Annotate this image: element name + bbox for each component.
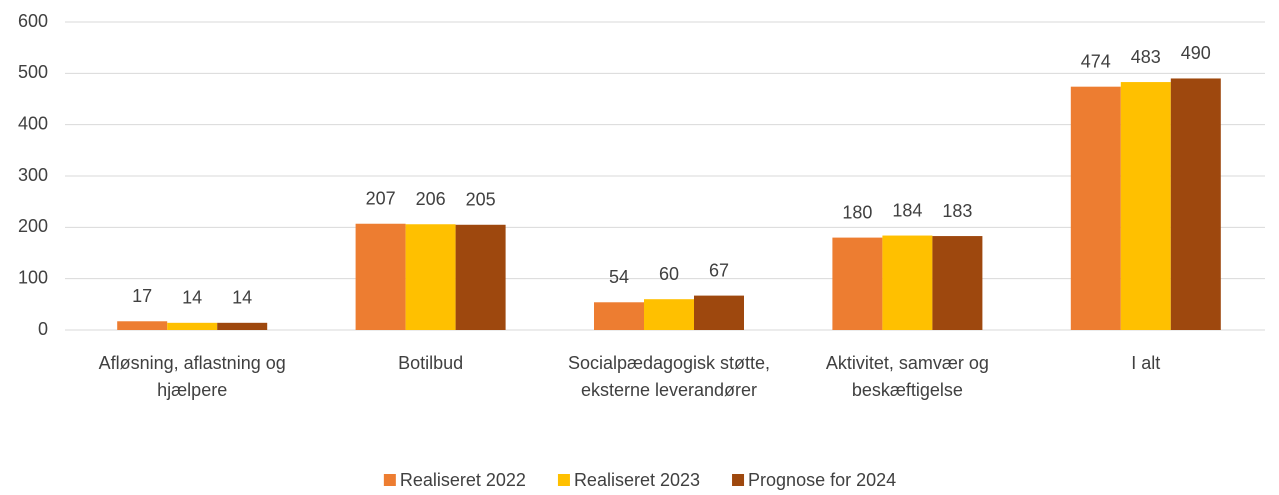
legend-swatch [557,474,570,486]
bar [355,223,406,330]
bar [1170,78,1221,330]
bar [694,295,744,330]
y-tick-label: 200 [18,216,48,236]
y-tick-label: 0 [38,319,48,339]
x-tick-label: Socialpædagogisk støtte, eksterne leveran… [568,353,770,400]
x-tick-label: Afløsning, aflastning og hjælpere [99,353,286,400]
x-tick-label: Botilbud [398,353,463,373]
bar [405,224,456,330]
y-tick-label: 600 [18,11,48,31]
bar [832,237,883,330]
bar [594,302,644,330]
bar [1120,82,1171,330]
bar [217,322,268,330]
data-label: 180 [842,202,872,222]
bar [644,299,694,330]
y-tick-label: 100 [18,267,48,287]
data-label: 483 [1131,47,1161,67]
x-tick-label: I alt [1131,353,1160,373]
data-label: 54 [609,267,629,287]
bar [167,322,218,330]
data-label: 14 [232,288,252,308]
legend-label: Realiseret 2023 [574,470,700,490]
bar [882,235,933,330]
data-label: 490 [1181,43,1211,63]
data-label: 67 [709,260,729,280]
bar [117,321,168,330]
data-label: 207 [366,188,396,208]
bar [455,224,506,330]
data-label: 205 [466,190,496,210]
legend-swatch [732,474,745,486]
legend-label: Prognose for 2024 [748,470,896,490]
y-tick-label: 500 [18,62,48,82]
bar [1070,86,1121,331]
data-label: 206 [416,189,446,209]
data-label: 17 [132,286,152,306]
y-tick-label: 400 [18,113,48,133]
bar [932,236,983,330]
data-label: 474 [1081,51,1111,71]
data-label: 183 [942,201,972,221]
legend-swatch [383,474,396,486]
x-tick-label: Aktivitet, samvær og beskæftigelse [826,353,989,400]
y-tick-label: 300 [18,165,48,185]
legend-label: Realiseret 2022 [400,470,526,490]
data-label: 60 [659,264,679,284]
data-label: 184 [892,200,922,220]
data-label: 14 [182,288,202,308]
